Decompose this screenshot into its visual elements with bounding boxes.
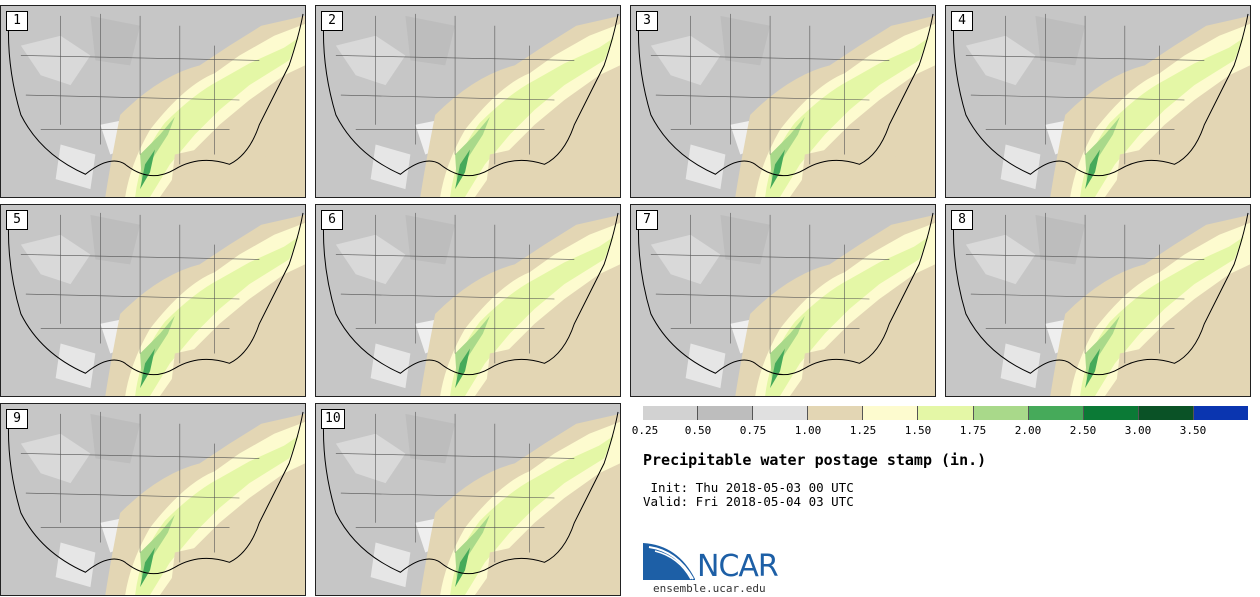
precipitable-water-map <box>1 205 305 396</box>
member-number: 6 <box>321 210 343 230</box>
map-panel: 7 <box>630 204 936 397</box>
precipitable-water-map <box>631 6 935 197</box>
colorbar-tick: 1.50 <box>904 424 932 437</box>
precipitable-water-map <box>1 404 305 595</box>
map-panel: 8 <box>945 204 1251 397</box>
member-number: 3 <box>636 11 658 31</box>
colorbar-swatch <box>643 406 699 420</box>
colorbar-swatch <box>808 406 864 420</box>
colorbar-tick: 1.00 <box>794 424 822 437</box>
colorbar-swatch <box>1138 406 1194 420</box>
member-number: 1 <box>6 11 28 31</box>
member-number: 8 <box>951 210 973 230</box>
map-panel: 2 <box>315 5 621 198</box>
colorbar-tick: 1.25 <box>849 424 877 437</box>
colorbar-swatch <box>698 406 754 420</box>
member-number: 10 <box>321 409 345 429</box>
member-number: 7 <box>636 210 658 230</box>
chart-title: Precipitable water postage stamp (in.) <box>643 451 987 469</box>
colorbar-tick: 0.75 <box>739 424 767 437</box>
map-panel: 1 <box>0 5 306 198</box>
precipitable-water-map <box>946 205 1250 396</box>
colorbar-tick: 2.00 <box>1014 424 1042 437</box>
precipitable-water-map <box>631 205 935 396</box>
init-time: Init: Thu 2018-05-03 00 UTC <box>643 480 854 495</box>
ncar-logo-icon <box>643 543 695 580</box>
map-panel: 9 <box>0 403 306 596</box>
colorbar-swatch <box>863 406 919 420</box>
colorbar-swatch <box>1083 406 1139 420</box>
member-number: 4 <box>951 11 973 31</box>
map-panel: 5 <box>0 204 306 397</box>
colorbar-swatch <box>918 406 974 420</box>
member-number: 5 <box>6 210 28 230</box>
colorbar-tick: 2.50 <box>1069 424 1097 437</box>
colorbar <box>643 406 1249 420</box>
map-panel: 4 <box>945 5 1251 198</box>
colorbar-tick: 0.25 <box>631 424 659 437</box>
valid-time: Valid: Fri 2018-05-04 03 UTC <box>643 494 854 509</box>
member-number: 9 <box>6 409 28 429</box>
member-number: 2 <box>321 11 343 31</box>
precipitable-water-map <box>316 205 620 396</box>
precipitable-water-map <box>1 6 305 197</box>
map-panel: 6 <box>315 204 621 397</box>
colorbar-tick: 3.50 <box>1179 424 1207 437</box>
precipitable-water-map <box>316 6 620 197</box>
colorbar-tick: 3.00 <box>1124 424 1152 437</box>
colorbar-tick-labels: 0.25 0.50 0.75 1.00 1.25 1.50 1.75 2.00 2.50 3.00… <box>0 424 1260 438</box>
colorbar-swatch <box>1193 406 1249 420</box>
map-panel: 3 <box>630 5 936 198</box>
logo-text: NCAR <box>697 549 779 584</box>
logo-url: ensemble.ucar.edu <box>653 582 766 595</box>
precipitable-water-map <box>316 404 620 595</box>
colorbar-swatch <box>973 406 1029 420</box>
colorbar-swatch <box>1028 406 1084 420</box>
map-panel: 10 <box>315 403 621 596</box>
colorbar-tick: 1.75 <box>959 424 987 437</box>
colorbar-tick: 0.50 <box>684 424 712 437</box>
colorbar-swatch <box>753 406 809 420</box>
precipitable-water-map <box>946 6 1250 197</box>
